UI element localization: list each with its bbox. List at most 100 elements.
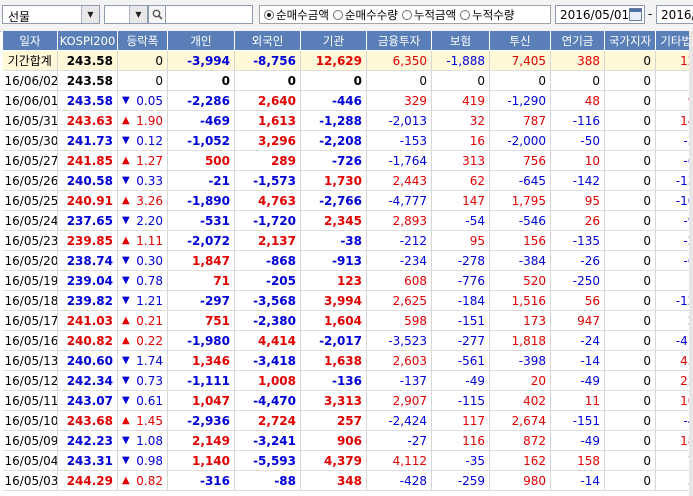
cell-insurance: 95: [431, 230, 490, 251]
summary-row[interactable]: 기간합계 243.58 0 -3,994 -8,756 12,629 6,350 -1,888…: [2, 50, 693, 71]
column-header-foreign[interactable]: 외국인: [234, 31, 301, 51]
cell-kospi200: 240.82: [57, 330, 118, 351]
cell-individual: -3,994: [167, 50, 235, 71]
search-button[interactable]: [148, 5, 166, 24]
radio-net-quantity[interactable]: 순매수수량: [332, 7, 398, 23]
cell-government: 0: [604, 150, 656, 171]
cell-foreign: 2,137: [234, 230, 301, 251]
table-row[interactable]: 16/05/09 242.23 ▼ 1.08 2,149 -3,241 906 -27 116 8…: [2, 430, 693, 451]
cell-other-corp: -45: [655, 410, 693, 431]
cell-investment-trust: 520: [489, 270, 551, 291]
table-row[interactable]: 16/05/23 239.85 ▲ 1.11 -2,072 2,137 -38 -212 95 1…: [2, 230, 693, 251]
cell-date: 16/05/03: [2, 470, 58, 491]
cell-institution: 0: [300, 70, 367, 91]
end-date-input[interactable]: 2016/: [656, 5, 693, 24]
down-triangle-icon: ▼: [122, 375, 130, 386]
cell-institution: 906: [300, 430, 367, 451]
cell-kospi200: 243.58: [57, 50, 118, 71]
table-row[interactable]: 16/05/19 239.04 ▼ 0.78 71 -205 123 608 -776 520 -2…: [2, 270, 693, 291]
cell-pension: 95: [550, 190, 605, 211]
cell-foreign: -1,720: [234, 210, 301, 231]
calendar-icon[interactable]: [629, 8, 642, 21]
table-row[interactable]: 16/05/13 240.60 ▼ 1.74 1,346 -3,418 1,638 2,603…: [2, 350, 693, 371]
cell-change: ▲ 1.27: [117, 150, 168, 171]
table-row[interactable]: 16/05/12 242.34 ▼ 0.73 -1,111 1,008 -136 -137 -4…: [2, 370, 693, 391]
cell-kospi200: 238.74: [57, 250, 118, 271]
column-header-institution[interactable]: 기관: [300, 31, 367, 51]
column-header-pension[interactable]: 연기금: [550, 31, 605, 51]
column-header-individual[interactable]: 개인: [167, 31, 235, 51]
table-row[interactable]: 16/05/03 244.29 ▲ 0.82 -316 -88 348 -428 -259 980…: [2, 470, 693, 491]
cell-individual: -1,111: [167, 370, 235, 391]
cell-foreign: 4,763: [234, 190, 301, 211]
cell-kospi200: 243.31: [57, 450, 118, 471]
down-triangle-icon: ▼: [122, 435, 130, 446]
table-row[interactable]: 16/05/18 239.82 ▼ 1.21 -297 -3,568 3,994 2,625-…: [2, 290, 693, 311]
cell-government: 0: [604, 210, 656, 231]
table-row[interactable]: 16/05/04 243.31 ▼ 0.98 1,140 -5,593 4,379 4,112…: [2, 450, 693, 471]
change-value: 0.61: [136, 393, 163, 408]
cell-investment-trust: 1,795: [489, 190, 551, 211]
cell-insurance: -35: [431, 450, 490, 471]
table-row[interactable]: 16/05/31 243.63 ▲ 1.90 -469 1,613 -1,288 -2,013…: [2, 110, 693, 131]
column-header-investment-trust[interactable]: 투신: [489, 31, 551, 51]
cell-other-corp: -107: [655, 190, 693, 211]
cell-investment-trust: 7,405: [489, 50, 551, 71]
cell-financial-investment: -137: [366, 370, 432, 391]
cell-change: ▼ 0.12: [117, 130, 168, 151]
start-date-value: 2016/05/01: [560, 8, 630, 22]
cell-financial-investment: -2,013: [366, 110, 432, 131]
cell-other-corp: 185: [655, 430, 693, 451]
radio-cumulative-quantity[interactable]: 누적수량: [460, 7, 514, 23]
cell-financial-investment: 2,907: [366, 390, 432, 411]
code-select[interactable]: ▼: [104, 5, 148, 24]
down-triangle-icon: ▼: [122, 395, 130, 406]
table-row[interactable]: 16/06/01 243.58 ▼ 0.05 -2,286 2,640 -446 329 419…: [2, 90, 693, 111]
column-header-financial-investment[interactable]: 금융투자: [366, 31, 432, 51]
cell-date: 16/05/23: [2, 230, 58, 251]
column-header-change[interactable]: 등락폭: [117, 31, 168, 51]
change-value: 0.21: [136, 313, 163, 328]
cell-government: 0: [604, 170, 656, 191]
radio-cumulative-amount[interactable]: 누적금액: [401, 7, 456, 23]
change-value: 0.22: [136, 333, 163, 348]
market-select-value: 선물: [8, 10, 31, 24]
cell-other-corp: 24: [655, 310, 693, 331]
cell-financial-investment: 2,625: [366, 290, 432, 311]
cell-other-corp: -127: [655, 290, 693, 311]
cell-foreign: -5,593: [234, 450, 301, 471]
column-header-insurance[interactable]: 보험: [431, 31, 490, 51]
table-row[interactable]: 16/05/30 241.73 ▼ 0.12 -1,052 3,296 -2,208 -153…: [2, 130, 693, 151]
cell-financial-investment: 329: [366, 90, 432, 111]
table-row[interactable]: 16/05/20 238.74 ▼ 0.30 1,847 -868 -913 -234 -278…: [2, 250, 693, 271]
column-header-other-corp[interactable]: 기타법인: [655, 31, 693, 51]
column-header-kospi200[interactable]: KOSPI200: [57, 31, 118, 51]
radio-net-amount[interactable]: 순매수금액: [264, 7, 329, 23]
cell-date: 16/06/02: [2, 70, 58, 91]
column-header-date[interactable]: 일자: [2, 31, 58, 51]
table-row[interactable]: 16/05/10 243.68 ▲ 1.45 -2,936 2,724 257 -2,424 1…: [2, 410, 693, 431]
search-input[interactable]: [166, 5, 253, 24]
table-header-row: 일자 KOSPI200 등락폭 개인 외국인 기관 금융투자 보험 투신 연기금…: [2, 31, 693, 51]
table-row[interactable]: 16/05/16 240.82 ▲ 0.22 -1,980 4,414 -2,017 -3,5…: [2, 330, 693, 351]
chevron-down-icon[interactable]: ▼: [81, 6, 99, 23]
column-header-government[interactable]: 국가지자: [604, 31, 656, 51]
market-select[interactable]: 선물 ▼: [2, 5, 100, 24]
vertical-scrollbar[interactable]: [689, 31, 693, 496]
table-row[interactable]: 16/05/25 240.91 ▲ 3.26 -1,890 4,763 -2,766 -4,7…: [2, 190, 693, 211]
table-row[interactable]: 16/05/17 241.03 ▲ 0.21 751 -2,380 1,604 598 -151…: [2, 310, 693, 331]
table-row[interactable]: 16/05/27 241.85 ▲ 1.27 500 289 -726 -1,764 313 75…: [2, 150, 693, 171]
table-row[interactable]: 16/05/26 240.58 ▼ 0.33 -21 -1,573 1,730 2,443 62…: [2, 170, 693, 191]
cell-foreign: 4,414: [234, 330, 301, 351]
change-value: 0.33: [136, 173, 163, 188]
start-date-input[interactable]: 2016/05/01: [555, 5, 645, 24]
table-row[interactable]: 16/05/11 243.07 ▼ 0.61 1,047 -4,470 3,313 2,907…: [2, 390, 693, 411]
table-row[interactable]: 16/05/24 237.65 ▼ 2.20 -531 -1,720 2,345 2,893-…: [2, 210, 693, 231]
chevron-down-icon[interactable]: ▼: [129, 6, 147, 23]
cell-kospi200: 242.23: [57, 430, 118, 451]
cell-individual: 751: [167, 310, 235, 331]
cell-foreign: -868: [234, 250, 301, 271]
cell-change: ▲ 0.21: [117, 310, 168, 331]
cell-foreign: -205: [234, 270, 301, 291]
